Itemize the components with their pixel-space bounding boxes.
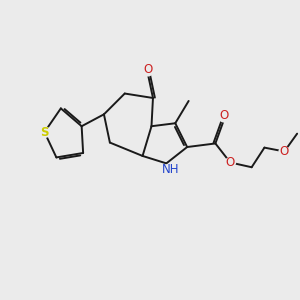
- Ellipse shape: [218, 112, 230, 123]
- Ellipse shape: [142, 66, 154, 76]
- Text: S: S: [40, 126, 49, 139]
- Ellipse shape: [38, 126, 51, 138]
- Text: O: O: [143, 63, 152, 76]
- Ellipse shape: [224, 157, 236, 168]
- Text: O: O: [280, 145, 289, 158]
- Ellipse shape: [163, 164, 179, 175]
- Text: O: O: [220, 109, 229, 122]
- Text: NH: NH: [162, 164, 180, 176]
- Text: O: O: [226, 156, 235, 169]
- Ellipse shape: [278, 146, 290, 157]
